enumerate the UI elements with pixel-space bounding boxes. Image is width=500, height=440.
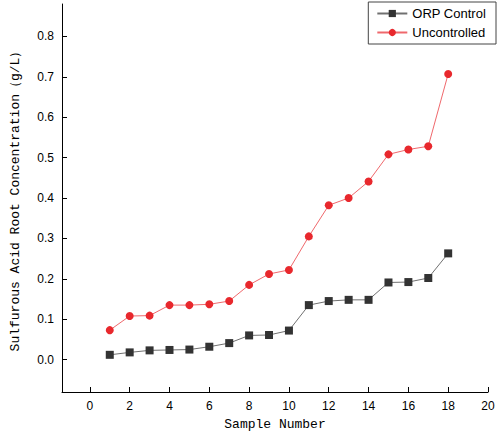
svg-text:14: 14 xyxy=(362,399,376,413)
svg-text:0.0: 0.0 xyxy=(37,353,54,367)
svg-text:0.7: 0.7 xyxy=(37,70,54,84)
svg-text:0.4: 0.4 xyxy=(37,191,54,205)
svg-text:6: 6 xyxy=(206,399,213,413)
svg-text:16: 16 xyxy=(402,399,416,413)
svg-text:0.5: 0.5 xyxy=(37,151,54,165)
svg-text:12: 12 xyxy=(322,399,336,413)
svg-text:0.8: 0.8 xyxy=(37,29,54,43)
svg-text:0.6: 0.6 xyxy=(37,110,54,124)
svg-text:Sulfurous Acid Root Concentrat: Sulfurous Acid Root Concentration（g/L） xyxy=(8,45,23,352)
svg-text:8: 8 xyxy=(246,399,253,413)
svg-text:0.3: 0.3 xyxy=(37,231,54,245)
svg-text:0.2: 0.2 xyxy=(37,272,54,286)
svg-text:2: 2 xyxy=(126,399,133,413)
svg-text:10: 10 xyxy=(282,399,296,413)
svg-text:0.1: 0.1 xyxy=(37,312,54,326)
svg-text:Sample Number: Sample Number xyxy=(224,417,325,432)
svg-text:20: 20 xyxy=(481,399,495,413)
svg-text:0: 0 xyxy=(87,399,94,413)
svg-text:ORP Control: ORP Control xyxy=(412,6,486,21)
svg-text:Uncontrolled: Uncontrolled xyxy=(412,25,485,40)
svg-text:18: 18 xyxy=(442,399,456,413)
svg-text:4: 4 xyxy=(166,399,173,413)
